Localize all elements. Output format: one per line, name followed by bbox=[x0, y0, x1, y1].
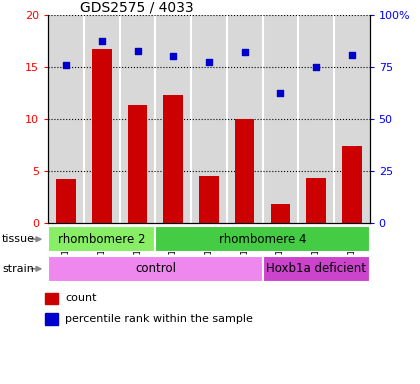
Point bbox=[170, 53, 177, 59]
Bar bbox=[191, 15, 227, 223]
Text: GDS2575 / 4033: GDS2575 / 4033 bbox=[81, 0, 194, 14]
Text: strain: strain bbox=[2, 264, 34, 274]
Bar bbox=[48, 15, 84, 223]
Bar bbox=[262, 15, 298, 223]
Point bbox=[349, 52, 355, 58]
Bar bbox=[56, 179, 76, 223]
Text: rhombomere 2: rhombomere 2 bbox=[58, 233, 146, 246]
Text: tissue: tissue bbox=[2, 234, 35, 244]
Bar bbox=[45, 313, 58, 325]
Text: Hoxb1a deficient: Hoxb1a deficient bbox=[266, 262, 366, 275]
Point bbox=[206, 59, 212, 65]
Bar bbox=[235, 119, 255, 223]
Bar bbox=[199, 176, 219, 223]
Point bbox=[134, 48, 141, 54]
Bar bbox=[48, 256, 262, 282]
Bar bbox=[155, 226, 370, 252]
Point bbox=[241, 49, 248, 55]
Bar bbox=[298, 15, 334, 223]
Bar bbox=[155, 15, 191, 223]
Text: control: control bbox=[135, 262, 176, 275]
Point bbox=[312, 64, 319, 70]
Text: count: count bbox=[65, 293, 97, 303]
Point bbox=[98, 38, 105, 44]
Bar bbox=[48, 226, 155, 252]
Point bbox=[63, 62, 70, 68]
Text: percentile rank within the sample: percentile rank within the sample bbox=[65, 314, 253, 324]
Point bbox=[277, 90, 284, 96]
Bar bbox=[227, 15, 262, 223]
Bar bbox=[306, 178, 326, 223]
Bar bbox=[342, 146, 362, 223]
Bar bbox=[45, 293, 58, 304]
Text: rhombomere 4: rhombomere 4 bbox=[219, 233, 306, 246]
Bar bbox=[262, 256, 370, 282]
Bar bbox=[163, 95, 183, 223]
Bar bbox=[128, 104, 147, 223]
Bar bbox=[334, 15, 370, 223]
Bar bbox=[270, 204, 290, 223]
Bar bbox=[92, 48, 112, 223]
Bar bbox=[120, 15, 155, 223]
Bar bbox=[84, 15, 120, 223]
